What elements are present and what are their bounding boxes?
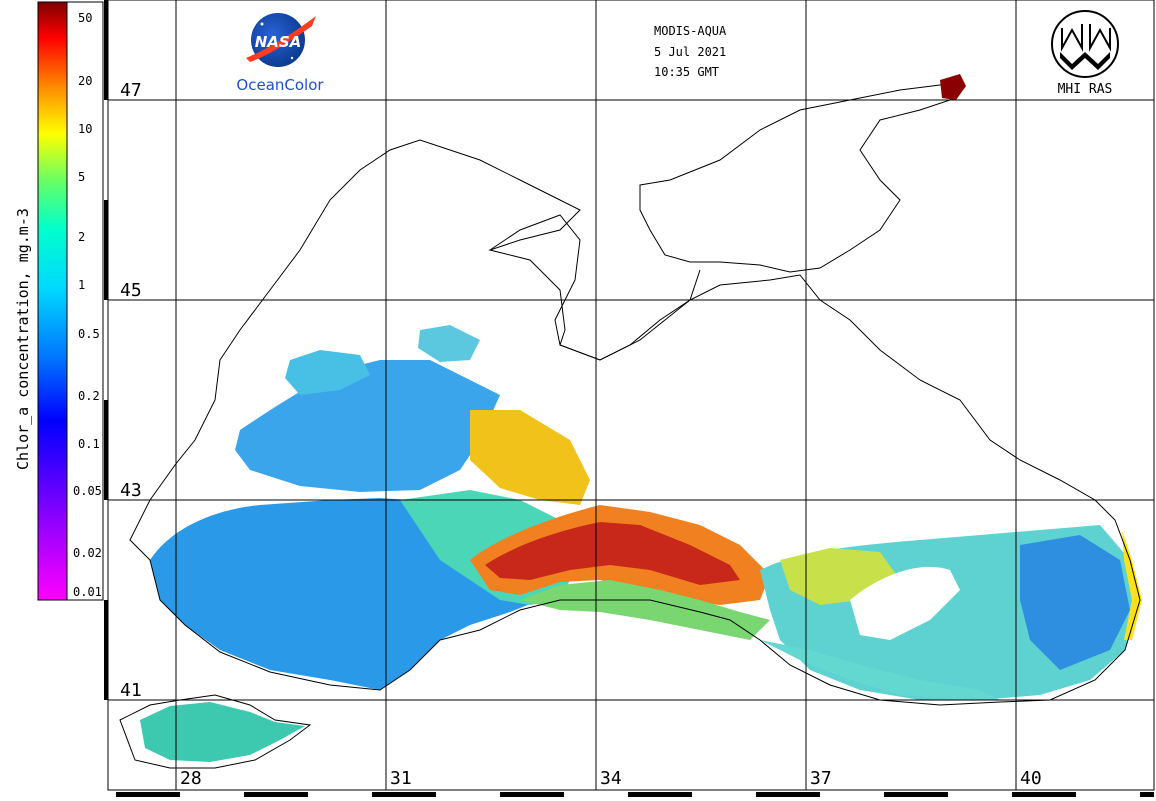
lon-label-40: 40 <box>1020 768 1042 789</box>
image-header: MODIS-AQUA 5 Jul 2021 10:35 GMT <box>654 24 727 79</box>
colorbar-tick-0.05: 0.05 <box>73 484 102 498</box>
eastern-blue <box>1020 535 1130 670</box>
left-scale-bar <box>104 0 108 700</box>
colorbar-gradient <box>37 1 68 601</box>
northwest-data-3 <box>418 325 480 362</box>
lon-label-28: 28 <box>180 768 202 789</box>
colorbar-tick-0.5: 0.5 <box>78 327 100 341</box>
mhi-emblem-waves-icon <box>1060 52 1110 70</box>
east-coast-highlight <box>1122 530 1142 640</box>
crimea-coast <box>489 214 701 361</box>
bloom-core <box>485 522 740 585</box>
lat-label-43: 43 <box>120 480 142 501</box>
colorbar-tick-20: 20 <box>78 74 92 88</box>
south-coastal-data <box>760 640 1000 700</box>
nasa-star-icon-2 <box>290 56 294 60</box>
marmara-data <box>140 702 305 762</box>
oceancolor-wordmark: OceanColor <box>236 76 324 94</box>
colorbar-tick-10: 10 <box>78 122 92 136</box>
lon-label-34: 34 <box>600 768 622 789</box>
date-label: 5 Jul 2021 <box>654 45 726 59</box>
colorbar-tick-0.2: 0.2 <box>78 389 100 403</box>
nasa-star-icon <box>260 22 264 26</box>
colorbar-tick-5: 5 <box>78 170 85 184</box>
bottom-scale-bar <box>116 792 1154 797</box>
colorbar: Chlor_a concentration, mg.m-3 50 20 10 5… <box>14 1 104 601</box>
eastern-gap <box>850 566 960 640</box>
lon-label-31: 31 <box>390 768 412 789</box>
lat-label-47: 47 <box>120 80 142 101</box>
mhi-emblem-lines-icon <box>1061 24 1111 52</box>
time-label: 10:35 GMT <box>654 65 719 79</box>
northwest-data-2 <box>285 350 370 395</box>
colorbar-tick-50: 50 <box>78 11 92 25</box>
mhi-logo: MHI RAS <box>1051 10 1119 97</box>
azov-coast <box>639 79 961 273</box>
colorbar-tick-0.01: 0.01 <box>73 585 102 599</box>
southcentral-data <box>520 580 770 640</box>
colorbar-tick-0.1: 0.1 <box>78 437 100 451</box>
nasa-swoosh-icon <box>246 16 316 62</box>
longitude-labels: 28 31 34 37 40 <box>180 768 1042 789</box>
lat-label-41: 41 <box>120 680 142 701</box>
coastlines <box>119 79 1141 769</box>
yellow-band <box>470 410 590 505</box>
lon-label-37: 37 <box>810 768 832 789</box>
mhi-wordmark: MHI RAS <box>1058 82 1113 97</box>
lat-label-45: 45 <box>120 280 142 301</box>
chlorophyll-imagery <box>140 325 1142 762</box>
colorbar-title: Chlor_a concentration, mg.m-3 <box>14 208 32 470</box>
colorbar-tick-1: 1 <box>78 278 85 292</box>
latitude-labels: 47 45 43 41 <box>120 80 142 701</box>
colorbar-ticks: 50 20 10 5 2 1 0.5 0.2 0.1 0.05 0.02 0.0… <box>73 11 102 599</box>
colorbar-tick-panel <box>66 1 104 601</box>
colorbar-tick-0.02: 0.02 <box>73 546 102 560</box>
sensor-label: MODIS-AQUA <box>654 24 727 38</box>
azov-hotspot <box>940 74 966 100</box>
graticule <box>108 0 1154 790</box>
nasa-logo: NASA OceanColor <box>236 13 324 94</box>
colorbar-tick-2: 2 <box>78 230 85 244</box>
nasa-wordmark: NASA <box>255 33 302 51</box>
black-sea-coast <box>129 139 1141 706</box>
